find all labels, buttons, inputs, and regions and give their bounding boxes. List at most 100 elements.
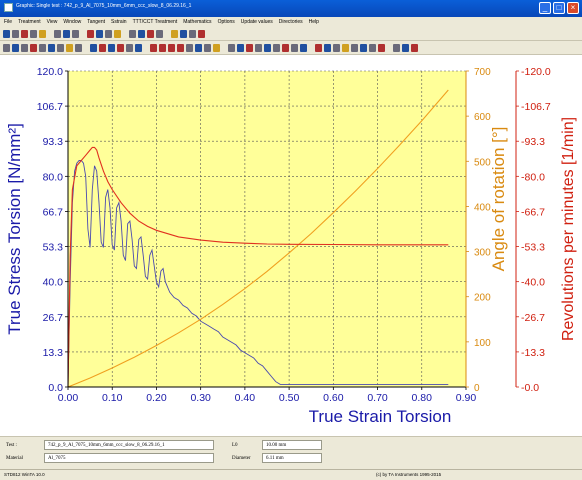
- tb2-tool-button[interactable]: [75, 43, 82, 52]
- menu-help[interactable]: Help: [308, 19, 319, 25]
- menu-tangent[interactable]: Tangent: [87, 19, 106, 25]
- menu-directories[interactable]: Directories: [278, 19, 303, 25]
- tb1-tool-button[interactable]: [12, 29, 19, 38]
- tb2-tool-button[interactable]: [264, 43, 271, 52]
- tb1-tool-button[interactable]: [114, 29, 121, 38]
- status-left: STD812 WinTA 10.0: [4, 472, 45, 477]
- tb2-tool-button[interactable]: [48, 43, 55, 52]
- tb2-tool-button[interactable]: [168, 43, 175, 52]
- tb2-tool-button[interactable]: [204, 43, 211, 52]
- tb2-tool-button[interactable]: [342, 43, 349, 52]
- y-left-tick-label: 26.7: [43, 312, 64, 324]
- tb1-tool-button[interactable]: [63, 29, 70, 38]
- tb2-tool-button: [222, 44, 226, 52]
- tb1-tool-button[interactable]: [147, 29, 154, 38]
- l0-label: L0: [232, 443, 238, 448]
- menu-window[interactable]: Window: [63, 19, 82, 25]
- menu-options[interactable]: Options: [217, 19, 235, 25]
- tb1-tool-button[interactable]: [30, 29, 37, 38]
- tb2-tool-button[interactable]: [393, 43, 400, 52]
- tb2-tool-button[interactable]: [333, 43, 340, 52]
- tb2-tool-button[interactable]: [246, 43, 253, 52]
- menu-treatment[interactable]: Treatment: [18, 19, 41, 25]
- tb1-tool-button[interactable]: [138, 29, 145, 38]
- tb1-tool-button: [81, 30, 85, 38]
- menu-update-values[interactable]: Update values: [240, 19, 273, 25]
- chart-svg: 0.00 0.10 0.20 0.30 0.40 0.50 0.60 0.70 0.80 0.90…: [5, 66, 577, 426]
- menu-ttt-cct-treatment[interactable]: TTT/CCT Treatment: [132, 19, 178, 25]
- tb2-tool-button[interactable]: [159, 43, 166, 52]
- menu-mathematics[interactable]: Mathematics: [183, 19, 212, 25]
- test-info-panel: Test : 742_p_9_Al_7075_10mm_6mm_ccc_slow…: [0, 436, 582, 470]
- tb1-tool-button[interactable]: [54, 29, 61, 38]
- tb2-tool-button[interactable]: [117, 43, 124, 52]
- menu-bar: File Treatment View Window Tangent Sstra…: [0, 17, 582, 27]
- tb1-tool-button[interactable]: [189, 29, 196, 38]
- tb1-tool-button[interactable]: [96, 29, 103, 38]
- tb2-tool-button[interactable]: [324, 43, 331, 52]
- y-rpm-tick-label: -106.7: [521, 101, 551, 113]
- tb1-tool-button[interactable]: [180, 29, 187, 38]
- minimize-button[interactable]: _: [539, 2, 551, 14]
- tb2-tool-button[interactable]: [282, 43, 289, 52]
- tb2-tool-button[interactable]: [378, 43, 385, 52]
- tb2-tool-button[interactable]: [360, 43, 367, 52]
- toolbar-graph: [0, 41, 582, 55]
- tb2-tool-button[interactable]: [315, 43, 322, 52]
- menu-sstrain[interactable]: Sstrain: [111, 19, 127, 25]
- tb2-tool-button[interactable]: [273, 43, 280, 52]
- tb2-tool-button[interactable]: [369, 43, 376, 52]
- tb1-tool-button[interactable]: [129, 29, 136, 38]
- tb1-tool-button[interactable]: [3, 29, 10, 38]
- tb2-tool-button[interactable]: [228, 43, 235, 52]
- tb1-tool-button[interactable]: [198, 29, 205, 38]
- tb2-tool-button[interactable]: [186, 43, 193, 52]
- menu-view[interactable]: View: [46, 19, 58, 25]
- maximize-button[interactable]: □: [553, 2, 565, 14]
- series-line-angle: [67, 89, 449, 388]
- tb2-tool-button[interactable]: [39, 43, 46, 52]
- tb2-tool-button[interactable]: [30, 43, 37, 52]
- y-angle-tick-label: 400: [474, 202, 491, 213]
- y-angle-tick-label: 100: [474, 338, 491, 349]
- tb2-tool-button[interactable]: [99, 43, 106, 52]
- tb2-tool-button[interactable]: [237, 43, 244, 52]
- diameter-label: Diameter: [232, 456, 251, 461]
- tb1-tool-button[interactable]: [156, 29, 163, 38]
- tb1-tool-button[interactable]: [171, 29, 178, 38]
- tb2-tool-button[interactable]: [66, 43, 73, 52]
- x-tick-label: 0.50: [279, 392, 300, 404]
- tb2-tool-button[interactable]: [12, 43, 19, 52]
- tb2-tool-button[interactable]: [57, 43, 64, 52]
- axes-group: [67, 71, 517, 388]
- tb2-tool-button[interactable]: [108, 43, 115, 52]
- tb2-tool-button[interactable]: [195, 43, 202, 52]
- tb1-tool-button[interactable]: [105, 29, 112, 38]
- y-rpm-tick-label: -26.7: [521, 312, 545, 324]
- tb2-tool-button[interactable]: [213, 43, 220, 52]
- y-angle-tick-label: 200: [474, 293, 491, 304]
- series-line-rpm: [67, 146, 449, 388]
- tb2-tool-button: [144, 44, 148, 52]
- tb2-tool-button[interactable]: [3, 43, 10, 52]
- tb2-tool-button[interactable]: [291, 43, 298, 52]
- tb2-tool-button[interactable]: [150, 43, 157, 52]
- tb1-tool-button[interactable]: [87, 29, 94, 38]
- tb2-tool-button[interactable]: [126, 43, 133, 52]
- test-value: 742_p_9_Al_7075_10mm_6mm_ccc_slow_8_06.2…: [48, 443, 165, 448]
- tb2-tool-button[interactable]: [177, 43, 184, 52]
- tb1-tool-button[interactable]: [21, 29, 28, 38]
- tb2-tool-button[interactable]: [300, 43, 307, 52]
- tb2-tool-button[interactable]: [411, 43, 418, 52]
- tb1-tool-button[interactable]: [39, 29, 46, 38]
- x-axis-label: True Strain Torsion: [309, 407, 452, 426]
- menu-file[interactable]: File: [4, 19, 13, 25]
- tb2-tool-button[interactable]: [255, 43, 262, 52]
- tb2-tool-button[interactable]: [135, 43, 142, 52]
- close-button[interactable]: ×: [567, 2, 579, 14]
- tb2-tool-button[interactable]: [90, 43, 97, 52]
- tb1-tool-button[interactable]: [72, 29, 79, 38]
- tb2-tool-button[interactable]: [402, 43, 409, 52]
- tb2-tool-button[interactable]: [351, 43, 358, 52]
- tb2-tool-button[interactable]: [21, 43, 28, 52]
